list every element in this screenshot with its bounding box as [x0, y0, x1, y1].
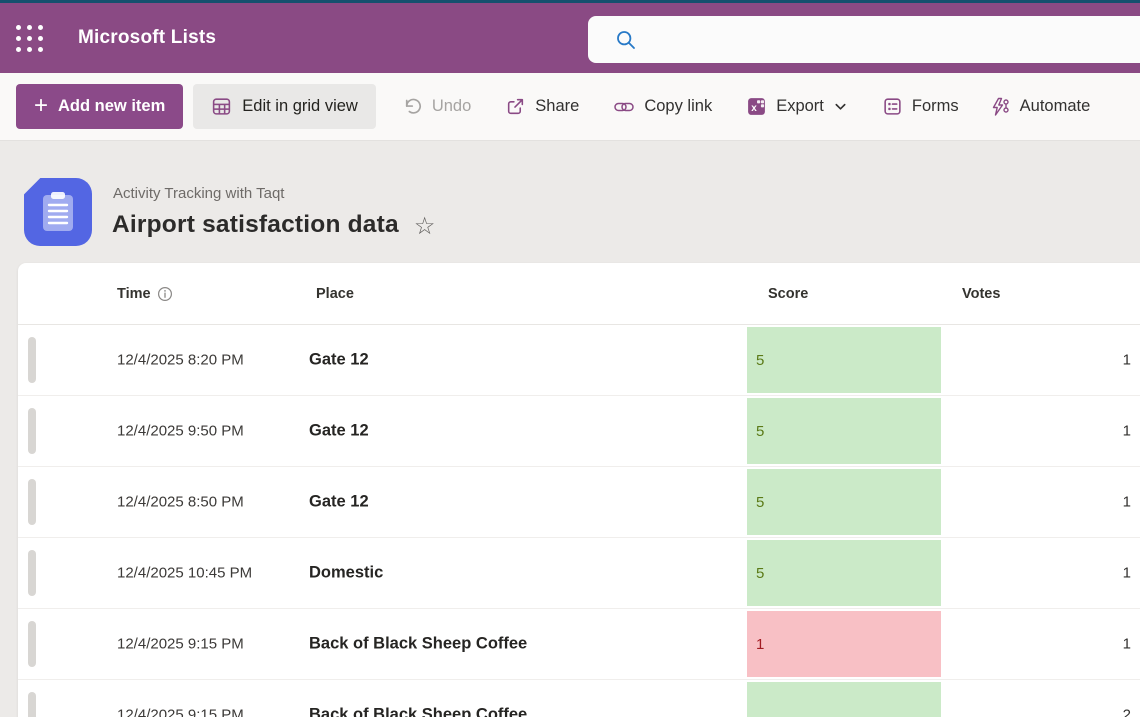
row-drag-handle[interactable] [28, 337, 36, 383]
chevron-down-icon [835, 103, 846, 110]
row-drag-handle[interactable] [28, 479, 36, 525]
app-title: Microsoft Lists [78, 27, 217, 48]
undo-icon [405, 98, 421, 114]
grid-icon [213, 98, 231, 115]
list-icon-tile [24, 178, 92, 246]
command-toolbar: + Add new item Edit in grid view Undo Sh… [0, 73, 1140, 141]
column-header-score[interactable]: Score [768, 285, 809, 302]
table-row[interactable]: 12/4/2025 10:45 PM Domestic 5 1 [18, 538, 1140, 609]
cell-votes: 1 [1122, 635, 1131, 653]
cell-time: 12/4/2025 10:45 PM [117, 564, 253, 582]
cell-place[interactable]: Back of Black Sheep Coffee [309, 634, 528, 653]
cell-place[interactable]: Gate 12 [309, 350, 369, 369]
app-header: Microsoft Lists [0, 3, 1140, 73]
cell-time: 12/4/2025 9:15 PM [117, 635, 244, 653]
cell-place[interactable]: Back of Black Sheep Coffee [309, 705, 528, 717]
list-table-card: Time Place Score Votes 12/4/2025 8:20 PM… [18, 263, 1140, 717]
page-title: Airport satisfaction data [112, 211, 399, 238]
forms-button[interactable]: Forms [882, 96, 959, 117]
row-drag-handle[interactable] [28, 621, 36, 667]
cell-votes: 1 [1122, 493, 1131, 511]
cell-votes: 1 [1122, 422, 1131, 440]
clipboard-icon [43, 192, 73, 231]
table-row[interactable]: 12/4/2025 9:15 PM Back of Black Sheep Co… [18, 680, 1140, 717]
table-header-row: Time Place Score Votes [18, 263, 1140, 325]
automate-button[interactable]: Automate [989, 96, 1090, 118]
share-button[interactable]: Share [505, 96, 579, 117]
table-row[interactable]: 12/4/2025 9:50 PM Gate 12 5 1 [18, 396, 1140, 467]
search-box[interactable] [588, 16, 1140, 63]
link-icon [614, 102, 635, 111]
cell-votes: 2 [1122, 706, 1131, 717]
table-row[interactable]: 12/4/2025 9:15 PM Back of Black Sheep Co… [18, 609, 1140, 680]
cell-score: 5 [747, 398, 941, 464]
cell-score: 5 [747, 540, 941, 606]
search-input[interactable] [638, 16, 1140, 63]
cell-place[interactable]: Domestic [309, 563, 384, 582]
edit-in-grid-view-button[interactable]: Edit in grid view [193, 84, 376, 129]
column-header-time[interactable]: Time [117, 286, 173, 302]
column-header-place[interactable]: Place [316, 285, 354, 302]
cell-time: 12/4/2025 8:50 PM [117, 493, 244, 511]
cell-score [747, 682, 941, 717]
search-icon [617, 30, 635, 49]
favorite-star-icon[interactable]: ☆ [413, 213, 436, 240]
cell-time: 12/4/2025 8:20 PM [117, 351, 244, 369]
automate-flow-icon [992, 97, 1009, 116]
undo-button[interactable]: Undo [402, 96, 471, 117]
share-icon [508, 98, 524, 115]
copy-link-button[interactable]: Copy link [613, 96, 712, 118]
excel-icon: x [748, 98, 766, 115]
cell-votes: 1 [1122, 564, 1131, 582]
cell-place[interactable]: Gate 12 [309, 492, 369, 511]
table-row[interactable]: 12/4/2025 8:50 PM Gate 12 5 1 [18, 467, 1140, 538]
svg-text:x: x [751, 103, 757, 114]
cell-time: 12/4/2025 9:15 PM [117, 706, 244, 717]
column-header-votes[interactable]: Votes [962, 285, 1001, 302]
cell-score: 5 [747, 327, 941, 393]
table-row[interactable]: 12/4/2025 8:20 PM Gate 12 5 1 [18, 325, 1140, 396]
browser-top-strip [0, 0, 1140, 3]
plus-icon: + [34, 91, 49, 119]
add-new-item-button[interactable]: + Add new item [16, 84, 184, 129]
cell-place[interactable]: Gate 12 [309, 421, 369, 440]
cell-time: 12/4/2025 9:50 PM [117, 422, 244, 440]
info-icon [157, 286, 172, 301]
breadcrumb[interactable]: Activity Tracking with Taqt [113, 185, 285, 202]
forms-icon [884, 98, 901, 115]
cell-score: 1 [747, 611, 941, 677]
row-drag-handle[interactable] [28, 692, 36, 717]
app-launcher-waffle-icon[interactable] [14, 23, 44, 53]
row-drag-handle[interactable] [28, 550, 36, 596]
row-drag-handle[interactable] [28, 408, 36, 454]
export-button[interactable]: x Export [746, 96, 848, 117]
cell-score: 5 [747, 469, 941, 535]
cell-votes: 1 [1122, 351, 1131, 369]
